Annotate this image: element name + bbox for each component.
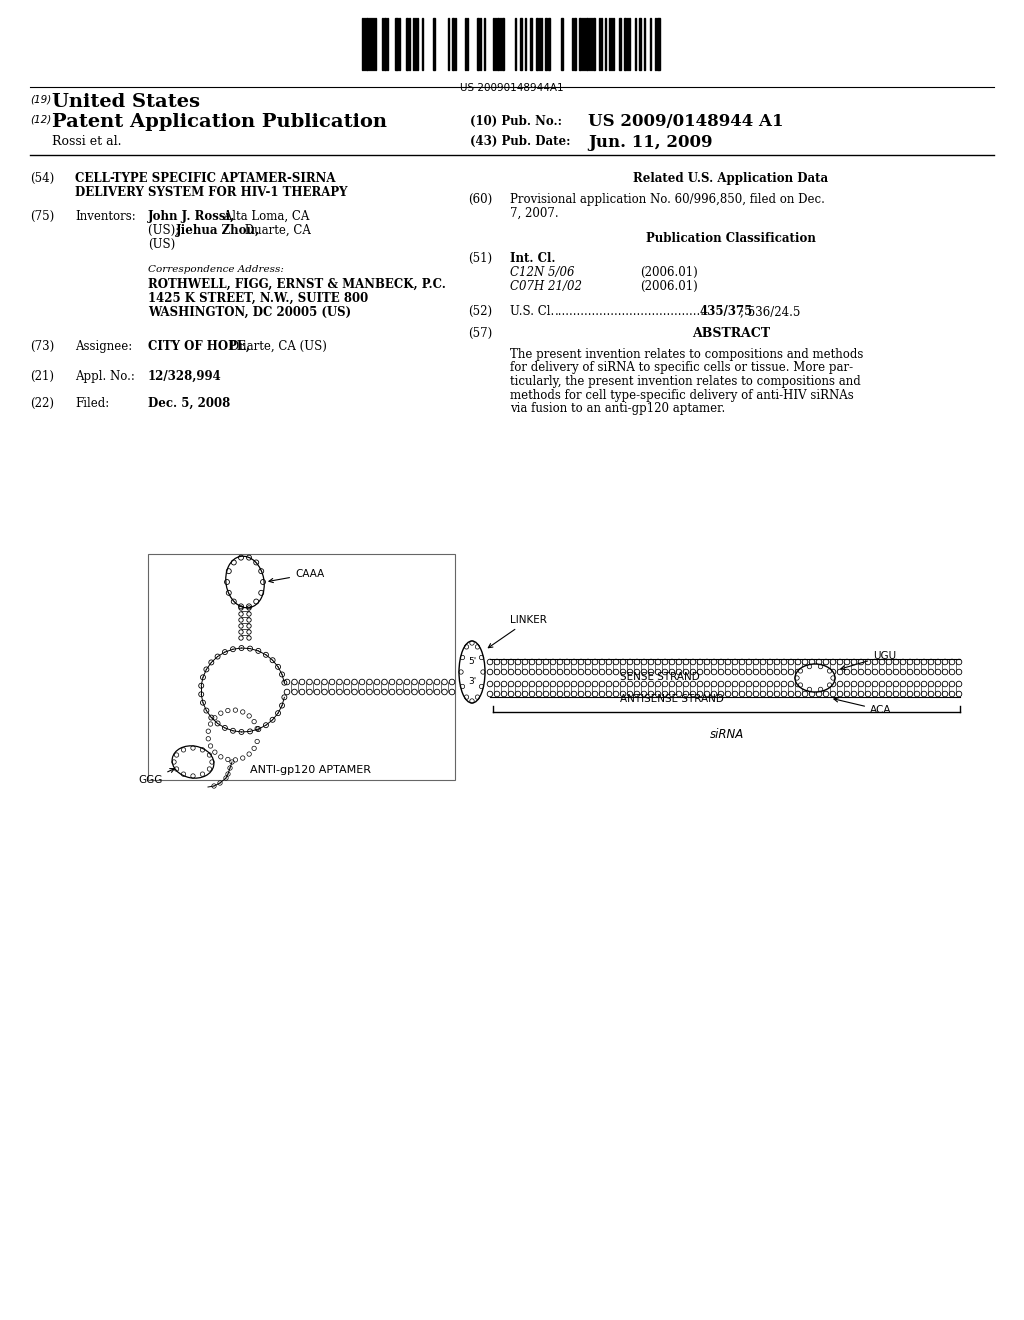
Text: US 2009/0148944 A1: US 2009/0148944 A1 — [588, 114, 783, 129]
Text: Dec. 5, 2008: Dec. 5, 2008 — [148, 397, 230, 411]
Text: The present invention relates to compositions and methods: The present invention relates to composi… — [510, 348, 863, 360]
Bar — [561, 18, 563, 70]
Bar — [148, 554, 455, 780]
Bar — [530, 18, 532, 70]
Text: Assignee:: Assignee: — [75, 341, 132, 352]
Bar — [384, 18, 386, 70]
Text: 7, 2007.: 7, 2007. — [510, 207, 559, 220]
Ellipse shape — [795, 664, 835, 692]
Text: ticularly, the present invention relates to compositions and: ticularly, the present invention relates… — [510, 375, 861, 388]
Text: Jiehua Zhou,: Jiehua Zhou, — [176, 224, 260, 238]
Text: Appl. No.:: Appl. No.: — [75, 370, 135, 383]
Text: Duarte, CA (US): Duarte, CA (US) — [226, 341, 327, 352]
Text: CITY OF HOPE,: CITY OF HOPE, — [148, 341, 250, 352]
Text: LINKER: LINKER — [488, 615, 547, 648]
Text: 5': 5' — [468, 657, 476, 667]
Text: Alta Loma, CA: Alta Loma, CA — [220, 210, 309, 223]
Text: ANTISENSE STRAND: ANTISENSE STRAND — [620, 694, 724, 704]
Bar — [477, 18, 479, 70]
Text: ........................................: ........................................ — [555, 305, 705, 318]
Text: US 20090148944A1: US 20090148944A1 — [460, 83, 564, 92]
Text: (73): (73) — [30, 341, 54, 352]
Bar — [579, 18, 581, 70]
Text: John J. Rossi,: John J. Rossi, — [148, 210, 236, 223]
Text: Inventors:: Inventors: — [75, 210, 136, 223]
Bar — [593, 18, 595, 70]
Text: (12): (12) — [30, 115, 51, 125]
Text: 1425 K STREET, N.W., SUITE 800: 1425 K STREET, N.W., SUITE 800 — [148, 292, 369, 305]
Text: (51): (51) — [468, 252, 493, 265]
Text: (21): (21) — [30, 370, 54, 383]
Text: siRNA: siRNA — [710, 729, 743, 741]
Text: 3': 3' — [468, 677, 476, 686]
Bar — [452, 18, 454, 70]
Text: (57): (57) — [468, 327, 493, 341]
Text: SENSE STRAND: SENSE STRAND — [620, 672, 699, 682]
Text: (54): (54) — [30, 172, 54, 185]
Text: Related U.S. Application Data: Related U.S. Application Data — [634, 172, 828, 185]
Text: (US): (US) — [148, 238, 175, 251]
Text: via fusion to an anti-gp120 aptamer.: via fusion to an anti-gp120 aptamer. — [510, 403, 725, 414]
Bar — [520, 18, 522, 70]
Text: Filed:: Filed: — [75, 397, 110, 411]
Text: Duarte, CA: Duarte, CA — [241, 224, 311, 238]
Text: 435/375: 435/375 — [700, 305, 754, 318]
Ellipse shape — [459, 642, 485, 704]
Text: Publication Classification: Publication Classification — [646, 232, 816, 246]
Text: C12N 5/06: C12N 5/06 — [510, 267, 574, 279]
Text: CELL-TYPE SPECIFIC APTAMER-SIRNA: CELL-TYPE SPECIFIC APTAMER-SIRNA — [75, 172, 336, 185]
Bar — [618, 18, 621, 70]
Bar — [395, 18, 398, 70]
Bar — [657, 18, 660, 70]
Text: DELIVERY SYSTEM FOR HIV-1 THERAPY: DELIVERY SYSTEM FOR HIV-1 THERAPY — [75, 186, 347, 199]
Text: (10) Pub. No.:: (10) Pub. No.: — [470, 115, 562, 128]
Ellipse shape — [225, 556, 264, 607]
Text: (19): (19) — [30, 95, 51, 106]
Text: Rossi et al.: Rossi et al. — [52, 135, 122, 148]
Bar — [366, 18, 368, 70]
Bar — [497, 18, 499, 70]
Text: United States: United States — [52, 92, 200, 111]
Text: (52): (52) — [468, 305, 493, 318]
Text: UGU: UGU — [841, 651, 896, 669]
Bar — [433, 18, 435, 70]
Text: CAAA: CAAA — [269, 569, 325, 582]
Text: Jun. 11, 2009: Jun. 11, 2009 — [588, 135, 713, 150]
Text: Patent Application Publication: Patent Application Publication — [52, 114, 387, 131]
Text: Provisional application No. 60/996,850, filed on Dec.: Provisional application No. 60/996,850, … — [510, 193, 825, 206]
Ellipse shape — [172, 746, 214, 779]
Text: ANTI-gp120 APTAMER: ANTI-gp120 APTAMER — [250, 766, 371, 775]
Text: (US);: (US); — [148, 224, 183, 238]
Text: for delivery of siRNA to specific cells or tissue. More par-: for delivery of siRNA to specific cells … — [510, 362, 853, 375]
Text: WASHINGTON, DC 20005 (US): WASHINGTON, DC 20005 (US) — [148, 306, 351, 319]
Text: ACA: ACA — [834, 698, 892, 715]
Bar — [545, 18, 547, 70]
Text: Int. Cl.: Int. Cl. — [510, 252, 555, 265]
Text: methods for cell type-specific delivery of anti-HIV siRNAs: methods for cell type-specific delivery … — [510, 388, 854, 401]
Text: (2006.01): (2006.01) — [640, 280, 697, 293]
Bar — [406, 18, 408, 70]
Text: (22): (22) — [30, 397, 54, 411]
Bar — [574, 18, 575, 70]
Text: (2006.01): (2006.01) — [640, 267, 697, 279]
Text: C07H 21/02: C07H 21/02 — [510, 280, 582, 293]
Text: Correspondence Address:: Correspondence Address: — [148, 265, 284, 275]
Text: (75): (75) — [30, 210, 54, 223]
Text: GGG: GGG — [138, 768, 174, 785]
Bar — [639, 18, 641, 70]
Text: U.S. Cl.: U.S. Cl. — [510, 305, 554, 318]
Text: ABSTRACT: ABSTRACT — [692, 327, 770, 341]
Bar — [624, 18, 626, 70]
Text: (60): (60) — [468, 193, 493, 206]
Text: 12/328,994: 12/328,994 — [148, 370, 222, 383]
Bar — [548, 18, 550, 70]
Bar — [536, 18, 538, 70]
Bar — [586, 18, 588, 70]
Text: (43) Pub. Date:: (43) Pub. Date: — [470, 135, 570, 148]
Text: ROTHWELL, FIGG, ERNST & MANBECK, P.C.: ROTHWELL, FIGG, ERNST & MANBECK, P.C. — [148, 279, 445, 290]
Text: ; 536/24.5: ; 536/24.5 — [740, 305, 801, 318]
Bar — [502, 18, 504, 70]
